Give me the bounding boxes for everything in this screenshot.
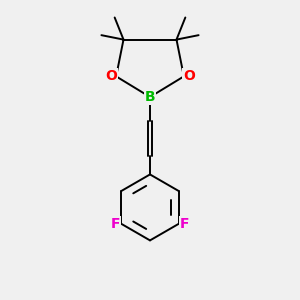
Text: O: O [105, 69, 117, 83]
Text: F: F [111, 217, 120, 231]
Text: O: O [183, 69, 195, 83]
Text: B: B [145, 90, 155, 104]
Text: F: F [180, 217, 189, 231]
